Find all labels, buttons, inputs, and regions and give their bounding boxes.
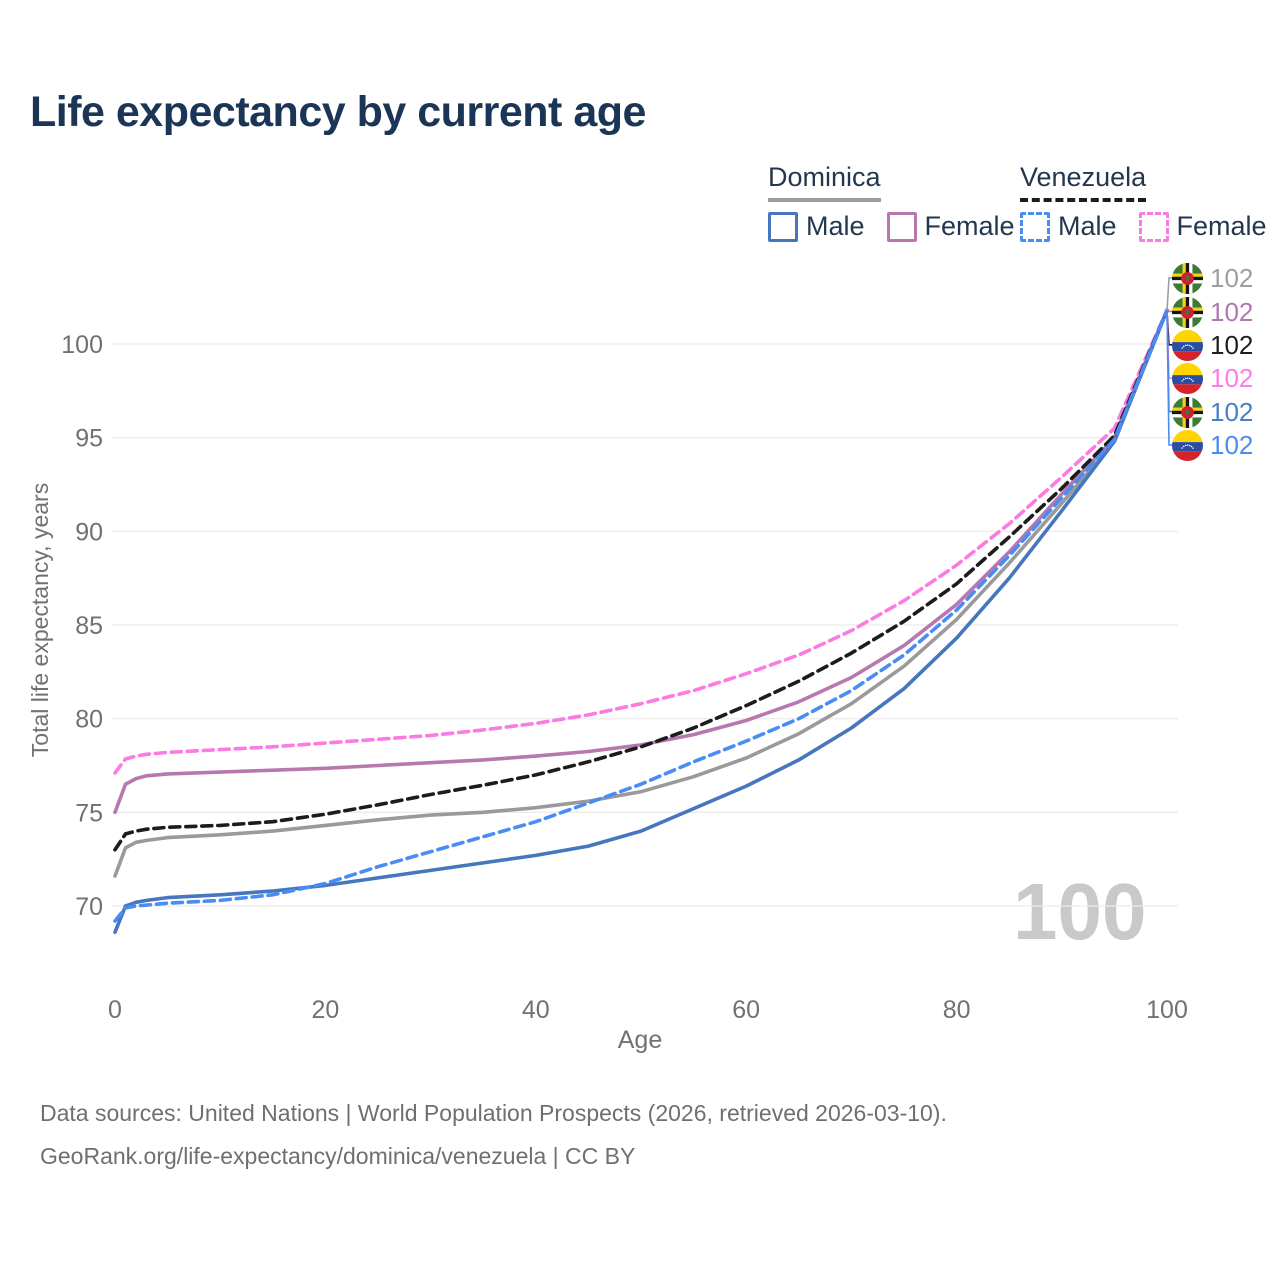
age-watermark: 100 — [1013, 867, 1147, 956]
legend-item-dominica-female[interactable]: Female — [886, 211, 1015, 242]
end-value: 102 — [1210, 263, 1254, 293]
end-label-venezuela-female: 102 — [1172, 362, 1253, 394]
venezuela-flag-icon — [1172, 362, 1203, 394]
data-sources-note: Data sources: United Nations | World Pop… — [40, 1100, 947, 1126]
y-tick-85: 85 — [75, 612, 103, 640]
page-title: Life expectancy by current age — [30, 88, 646, 136]
y-tick-80: 80 — [75, 706, 103, 734]
end-value: 102 — [1210, 430, 1254, 460]
end-value: 102 — [1210, 330, 1254, 360]
legend-group-venezuela: Venezuela Male Female — [1020, 162, 1267, 242]
x-tick-20: 20 — [311, 996, 339, 1024]
series-line-dominica-male — [113, 308, 1169, 935]
attribution-link[interactable]: GeoRank.org/life-expectancy/dominica/ven… — [40, 1143, 636, 1169]
dominica-flag-icon — [1172, 262, 1203, 294]
end-label-dominica-total: 102 — [1172, 262, 1253, 294]
end-value: 102 — [1210, 363, 1254, 393]
dominica-male-swatch-icon — [768, 211, 798, 242]
end-label-venezuela-male: 102 — [1172, 429, 1253, 461]
venezuela-flag-icon — [1172, 429, 1203, 461]
x-tick-60: 60 — [732, 996, 760, 1024]
series-lines — [113, 308, 1169, 935]
legend-group-dominica: Dominica Male Female — [768, 162, 1015, 242]
venezuela-male-swatch-icon — [1020, 211, 1050, 242]
y-axis-title: Total life expectancy, years — [27, 483, 53, 757]
x-tick-100: 100 — [1146, 996, 1188, 1024]
legend-country-venezuela[interactable]: Venezuela — [1020, 162, 1147, 202]
legend-item-dominica-male[interactable]: Male — [768, 211, 865, 242]
y-tick-90: 90 — [75, 518, 103, 546]
end-value: 102 — [1210, 397, 1254, 427]
legend-country-dominica[interactable]: Dominica — [768, 162, 881, 202]
series-line-dominica-total — [113, 308, 1169, 878]
dominica-flag-icon — [1172, 396, 1203, 428]
x-tick-0: 0 — [108, 996, 122, 1024]
series-line-venezuela-female — [113, 308, 1169, 775]
legend-item-venezuela-female[interactable]: Female — [1138, 211, 1267, 242]
venezuela-flag-icon — [1172, 329, 1203, 361]
venezuela-female-swatch-icon — [1138, 211, 1169, 242]
series-line-venezuela-total — [113, 308, 1169, 852]
y-tick-75: 75 — [75, 799, 103, 827]
y-tick-100: 100 — [61, 331, 103, 359]
x-tick-80: 80 — [943, 996, 971, 1024]
end-value: 102 — [1210, 297, 1254, 327]
end-label-venezuela-total: 102 — [1172, 329, 1253, 361]
end-label-dominica-male: 102 — [1172, 396, 1253, 428]
line-chart: 70 75 80 85 90 95 100 0 20 40 60 80 100 Age Total li… — [27, 277, 1188, 1054]
axis-tick-labels: 70 75 80 85 90 95 100 0 20 40 60 80 100 — [61, 331, 1188, 1024]
series-line-venezuela-male — [113, 308, 1169, 923]
x-tick-40: 40 — [522, 996, 550, 1024]
end-label-dominica-female: 102 — [1172, 296, 1253, 328]
y-tick-95: 95 — [75, 425, 103, 453]
series-line-dominica-female — [113, 308, 1169, 815]
x-axis-title: Age — [618, 1026, 662, 1054]
dominica-flag-icon — [1172, 296, 1203, 328]
y-tick-70: 70 — [75, 893, 103, 921]
legend-item-venezuela-male[interactable]: Male — [1020, 211, 1117, 242]
dominica-female-swatch-icon — [886, 211, 917, 242]
